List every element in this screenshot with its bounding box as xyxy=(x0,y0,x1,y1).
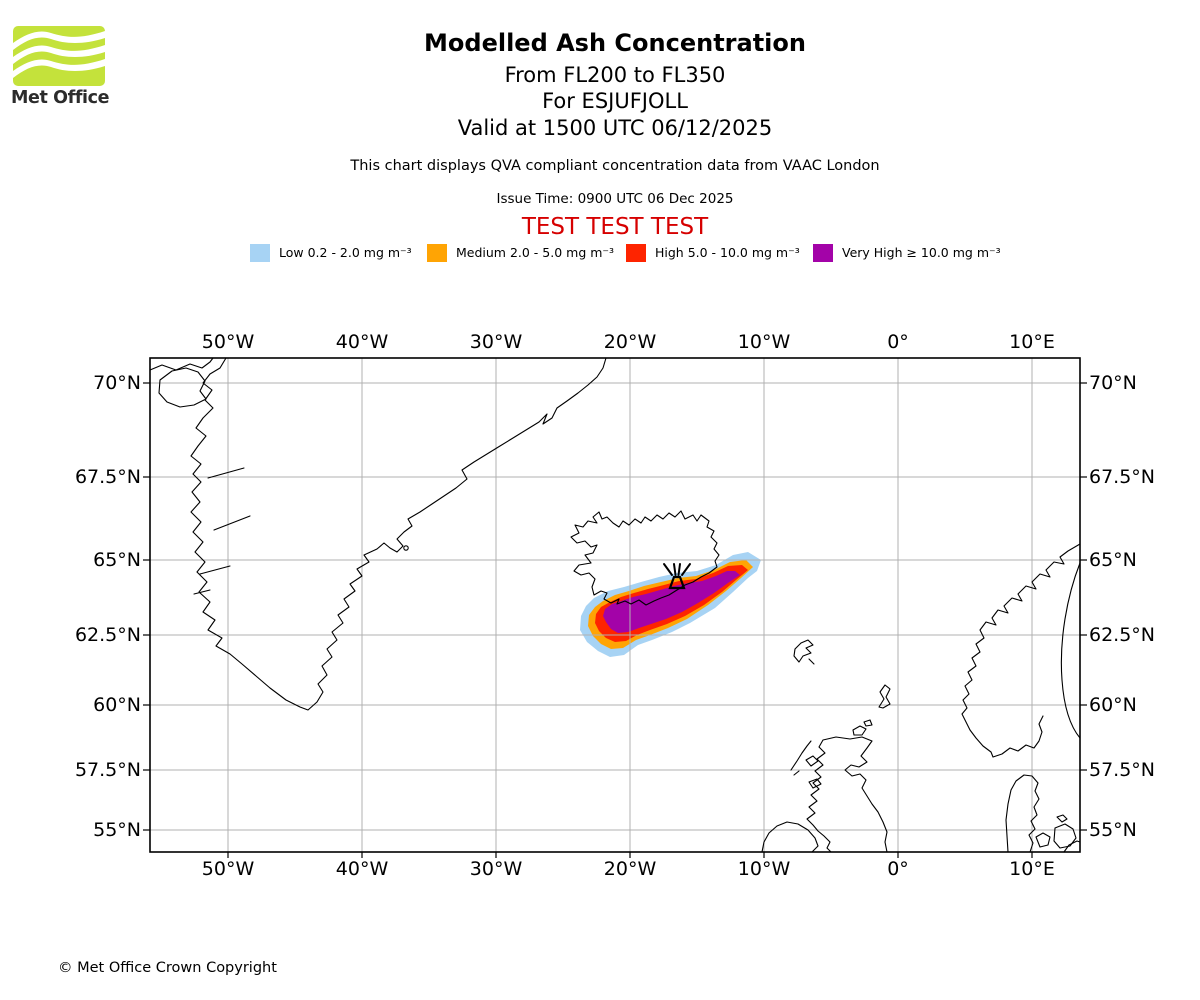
lon-label-bottom-0°: 0° xyxy=(887,858,909,880)
lon-label-top-10°E: 10°E xyxy=(1009,331,1055,353)
lat-label-left-57.5°N: 57.5°N xyxy=(74,759,141,781)
legend-label-0: Low 0.2 - 2.0 mg m⁻³ xyxy=(279,245,412,260)
legend-label-2: High 5.0 - 10.0 mg m⁻³ xyxy=(655,245,800,260)
lat-label-right-62.5°N: 62.5°N xyxy=(1089,624,1156,646)
logo-brand-text: Met Office xyxy=(11,88,110,108)
uk-coastline xyxy=(761,684,891,853)
greenland-coastline xyxy=(149,357,607,711)
legend-swatch-3 xyxy=(813,243,833,262)
norway-coastline xyxy=(961,543,1081,758)
issue-time: Issue Time: 0900 UTC 06 Dec 2025 xyxy=(496,191,734,207)
lat-label-left-65°N: 65°N xyxy=(93,549,141,571)
legend-item-1: Medium 2.0 - 5.0 mg m⁻³ xyxy=(427,243,614,262)
copyright-notice: © Met Office Crown Copyright xyxy=(58,960,277,976)
lat-label-right-60°N: 60°N xyxy=(1089,694,1137,716)
lon-label-bottom-20°W: 20°W xyxy=(603,858,657,880)
legend-swatch-0 xyxy=(250,243,270,262)
lat-label-left-55°N: 55°N xyxy=(93,819,141,841)
plume-very-high-contour xyxy=(603,571,740,633)
iceland-coastline xyxy=(570,510,720,606)
logo-waves xyxy=(13,31,105,78)
graticule-gridlines xyxy=(143,358,1087,858)
test-banner: TEST TEST TEST xyxy=(521,214,709,240)
legend-item-0: Low 0.2 - 2.0 mg m⁻³ xyxy=(250,243,412,262)
legend-item-2: High 5.0 - 10.0 mg m⁻³ xyxy=(626,243,800,262)
lon-label-top-10°W: 10°W xyxy=(737,331,791,353)
lat-label-left-67.5°N: 67.5°N xyxy=(74,466,141,488)
lat-label-right-65°N: 65°N xyxy=(1089,549,1137,571)
faroe-islands-coastline xyxy=(793,639,815,665)
lat-label-left-70°N: 70°N xyxy=(93,372,141,394)
lat-label-right-57.5°N: 57.5°N xyxy=(1089,759,1156,781)
lon-label-top-30°W: 30°W xyxy=(469,331,523,353)
lon-label-top-40°W: 40°W xyxy=(335,331,389,353)
met-office-logo xyxy=(13,26,105,86)
lat-label-left-62.5°N: 62.5°N xyxy=(74,624,141,646)
lon-label-top-20°W: 20°W xyxy=(603,331,657,353)
subtitle-valid-time: Valid at 1500 UTC 06/12/2025 xyxy=(457,115,773,140)
lat-label-right-70°N: 70°N xyxy=(1089,372,1137,394)
lon-label-bottom-50°W: 50°W xyxy=(201,858,255,880)
legend-swatch-2 xyxy=(626,243,646,262)
lon-label-bottom-10°W: 10°W xyxy=(737,858,791,880)
page-title: Modelled Ash Concentration xyxy=(424,29,806,57)
lon-label-top-50°W: 50°W xyxy=(201,331,255,353)
ash-plume xyxy=(580,552,761,657)
subtitle-block: From FL200 to FL350 For ESJUFJOLL Valid … xyxy=(150,62,1080,141)
lon-label-top-0°: 0° xyxy=(887,331,909,353)
lat-label-right-67.5°N: 67.5°N xyxy=(1089,466,1156,488)
legend-swatch-1 xyxy=(427,243,447,262)
subtitle-volcano: For ESJUFJOLL xyxy=(542,89,688,114)
lon-label-bottom-40°W: 40°W xyxy=(335,858,389,880)
volcano-marker xyxy=(663,563,691,590)
lon-label-bottom-10°E: 10°E xyxy=(1009,858,1055,880)
coastlines xyxy=(149,357,1081,853)
lat-label-right-55°N: 55°N xyxy=(1089,819,1137,841)
legend-label-3: Very High ≥ 10.0 mg m⁻³ xyxy=(842,245,1001,260)
lon-label-bottom-30°W: 30°W xyxy=(469,858,523,880)
qva-description: This chart displays QVA compliant concen… xyxy=(350,158,880,174)
subtitle-flight-levels: From FL200 to FL350 xyxy=(504,63,726,87)
denmark-coastline xyxy=(1005,774,1081,853)
lat-label-left-60°N: 60°N xyxy=(93,694,141,716)
map-canvas xyxy=(143,357,1087,858)
legend-item-3: Very High ≥ 10.0 mg m⁻³ xyxy=(813,243,1001,262)
legend-label-1: Medium 2.0 - 5.0 mg m⁻³ xyxy=(456,245,615,260)
map-frame xyxy=(149,357,1081,853)
